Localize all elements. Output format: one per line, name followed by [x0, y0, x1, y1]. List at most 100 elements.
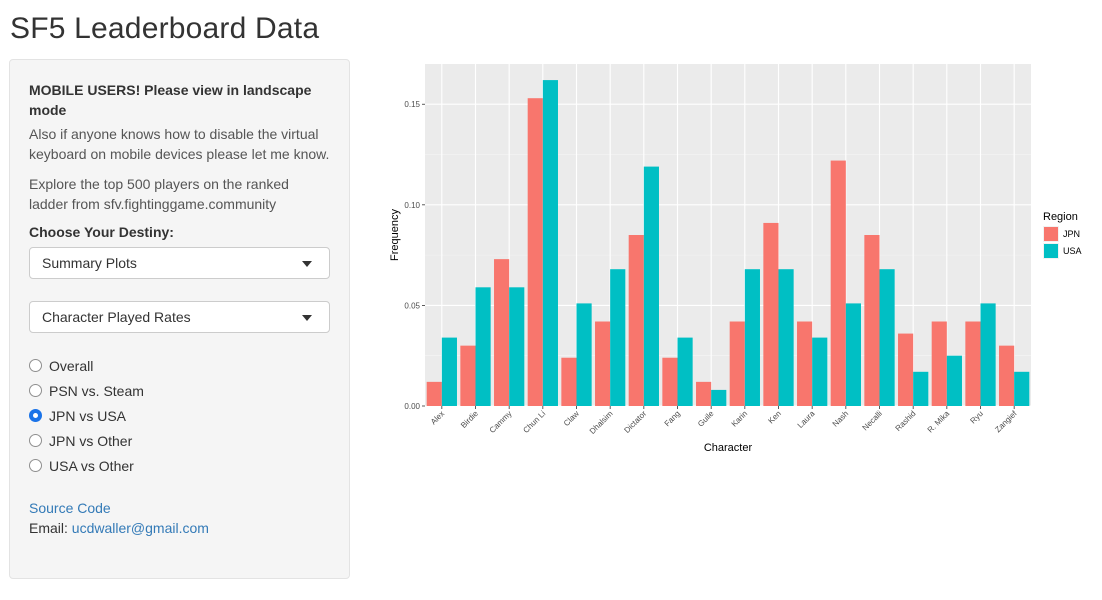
x-tick-label: Fang [663, 409, 682, 428]
email-label: Email: [29, 520, 68, 536]
legend-label: JPN [1063, 229, 1080, 239]
page-title: SF5 Leaderboard Data [10, 12, 320, 45]
bar-jpn [864, 235, 880, 406]
radio-jpn-vs-usa[interactable]: JPN vs USA [29, 403, 330, 428]
bar-jpn [729, 321, 745, 406]
radio-button-checked-icon[interactable] [29, 409, 42, 422]
y-tick-label: 0.05 [404, 301, 420, 310]
bar-usa [610, 269, 626, 406]
bar-jpn [662, 357, 678, 406]
x-tick-label: Karin [730, 409, 750, 429]
radio-label: Overall [49, 357, 94, 374]
bar-jpn [898, 333, 914, 406]
y-tick-label: 0.00 [404, 402, 420, 411]
bar-usa [1014, 371, 1030, 406]
bar-jpn [494, 259, 510, 406]
x-tick-label: Alex [429, 409, 446, 426]
legend-swatch-usa [1044, 244, 1058, 258]
radio-label: JPN vs USA [49, 407, 127, 424]
x-tick-label: Guile [696, 409, 716, 429]
x-tick-label: Dictator [622, 409, 648, 435]
bar-usa [576, 303, 592, 406]
x-tick-label: Nash [831, 409, 851, 429]
radio-usa-vs-other[interactable]: USA vs Other [29, 453, 330, 478]
bar-jpn [999, 345, 1015, 406]
x-tick-label: Laura [796, 409, 817, 430]
email-row: Email: ucdwaller@gmail.com [29, 518, 330, 538]
chevron-down-icon [302, 261, 312, 267]
radio-label: PSN vs. Steam [49, 382, 144, 399]
bar-jpn [460, 345, 476, 406]
radio-button-icon[interactable] [29, 359, 42, 372]
comparison-radio-group: Overall PSN vs. Steam JPN vs USA JPN vs … [29, 353, 330, 478]
bar-usa [812, 337, 828, 406]
plot-select[interactable]: Character Played Rates [29, 301, 330, 333]
legend-title: Region [1043, 211, 1078, 223]
bar-jpn [830, 160, 846, 406]
bar-usa [879, 269, 895, 406]
x-tick-label: Chun Li [521, 409, 547, 435]
x-tick-label: Cammy [488, 409, 514, 435]
x-tick-label: R. Mika [926, 409, 952, 435]
radio-button-icon[interactable] [29, 434, 42, 447]
character-rate-chart: 0.00 0.05 0.10 0.15 Alex Birdie Cammy Chun Li Cl… [389, 64, 1082, 454]
sidebar-panel: MOBILE USERS! Please view in landscape m… [9, 59, 350, 579]
mode-select-value: Summary Plots [42, 255, 137, 271]
plot-select-value: Character Played Rates [42, 309, 191, 325]
x-tick-label: Claw [562, 409, 581, 428]
explore-text: Explore the top 500 players on the ranke… [29, 176, 289, 212]
bar-jpn [696, 381, 712, 406]
x-tick-label: Necalli [861, 409, 884, 432]
chevron-down-icon [302, 315, 312, 321]
radio-label: JPN vs Other [49, 432, 133, 449]
bar-jpn [965, 321, 981, 406]
source-code-link[interactable]: Source Code [29, 500, 111, 516]
bar-jpn [527, 98, 543, 406]
destiny-label: Choose Your Destiny: [29, 224, 174, 240]
bar-usa [778, 269, 794, 406]
x-axis-title: Character [704, 442, 753, 454]
bar-jpn [797, 321, 813, 406]
radio-jpn-vs-other[interactable]: JPN vs Other [29, 428, 330, 453]
bar-usa [677, 337, 693, 406]
bar-usa [946, 355, 962, 406]
bar-usa [643, 166, 659, 406]
bar-usa [509, 287, 525, 406]
bar-jpn [763, 222, 779, 406]
radio-button-icon[interactable] [29, 384, 42, 397]
bar-usa [542, 80, 558, 406]
bar-usa [744, 269, 760, 406]
bar-jpn [426, 381, 442, 406]
email-link[interactable]: ucdwaller@gmail.com [71, 520, 209, 536]
bar-jpn [595, 321, 611, 406]
y-tick-label: 0.15 [404, 100, 420, 109]
bar-usa [913, 371, 929, 406]
bar-jpn [931, 321, 947, 406]
radio-overall[interactable]: Overall [29, 353, 330, 378]
legend-label: USA [1063, 246, 1082, 256]
bar-usa [845, 303, 861, 406]
bar-usa [441, 337, 457, 406]
legend-swatch-jpn [1044, 227, 1058, 241]
radio-button-icon[interactable] [29, 459, 42, 472]
y-tick-label: 0.10 [404, 201, 420, 210]
keyboard-notice-text: Also if anyone knows how to disable the … [29, 126, 330, 162]
mode-select[interactable]: Summary Plots [29, 247, 330, 279]
radio-psn-vs-steam[interactable]: PSN vs. Steam [29, 378, 330, 403]
mobile-notice-title: MOBILE USERS! Please view in landscape m… [29, 82, 312, 118]
bar-jpn [561, 357, 577, 406]
x-tick-label: Ryu [968, 409, 984, 425]
x-tick-label: Rashid [894, 409, 918, 433]
bar-usa [711, 389, 727, 406]
x-tick-label: Ken [766, 409, 782, 425]
y-axis-title: Frequency [389, 209, 401, 261]
x-tick-label: Zangief [993, 409, 1019, 435]
x-tick-label: Birdie [459, 409, 480, 430]
radio-label: USA vs Other [49, 457, 134, 474]
footer-links: Source Code Email: ucdwaller@gmail.com [29, 498, 330, 538]
bar-jpn [628, 235, 644, 406]
bar-usa [980, 303, 996, 406]
plot-panel [425, 64, 1031, 406]
x-tick-label: Dhalsim [588, 409, 615, 436]
bar-usa [475, 287, 491, 406]
